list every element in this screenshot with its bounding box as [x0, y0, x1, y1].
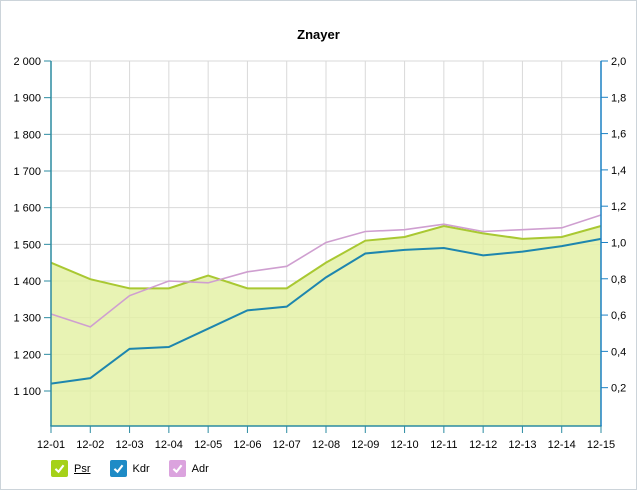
check-icon — [172, 464, 183, 474]
chart-title: Znayer — [297, 27, 340, 42]
legend-item-kdr[interactable]: Kdr — [109, 460, 150, 477]
psr-legend-label[interactable]: Psr — [74, 462, 91, 475]
right-axis-label: 1,2 — [611, 201, 626, 213]
x-axis-label: 12-06 — [233, 439, 261, 451]
check-icon — [54, 464, 65, 474]
legend: Psr Kdr Adr — [51, 460, 209, 477]
x-axis-label: 12-07 — [273, 439, 301, 451]
psr-area-line — [50, 224, 602, 290]
kdr-series-line — [50, 237, 602, 385]
x-axis-label: 12-04 — [155, 439, 183, 451]
x-axis-label: 12-09 — [351, 439, 379, 451]
x-axis-label: 12-10 — [391, 439, 419, 451]
x-axis-label: 12-14 — [548, 439, 576, 451]
left-axis-label: 1 700 — [13, 166, 41, 178]
left-axis-label: 2 000 — [13, 56, 41, 68]
right-axis-label: 1,4 — [611, 165, 626, 177]
x-axis-label: 12-12 — [469, 439, 497, 451]
psr-checkbox[interactable] — [51, 460, 68, 477]
x-axis-label: 12-08 — [312, 439, 340, 451]
right-axis-label: 0,4 — [611, 346, 626, 358]
right-axis-label: 1,0 — [611, 237, 626, 249]
left-axis-label: 1 900 — [13, 93, 41, 105]
kdr-legend-label[interactable]: Kdr — [132, 462, 150, 475]
psr-area-fill — [51, 226, 601, 426]
left-axis-label: 1 300 — [13, 313, 41, 325]
x-axis-label: 12-15 — [587, 439, 615, 451]
adr-legend-label[interactable]: Adr — [191, 462, 209, 475]
legend-item-psr[interactable]: Psr — [51, 460, 91, 477]
left-axis-label: 1 500 — [13, 239, 41, 251]
right-axis-label: 0,6 — [611, 310, 626, 322]
kdr-checkbox[interactable] — [109, 460, 127, 477]
right-axis-label: 1,8 — [611, 92, 626, 104]
right-axis-label: 2,0 — [611, 56, 626, 68]
right-axis-label: 0,2 — [611, 383, 626, 395]
adr-checkbox[interactable] — [168, 460, 186, 477]
legend-item-adr[interactable]: Adr — [168, 460, 209, 477]
x-axis-label: 12-11 — [430, 439, 457, 451]
x-axis-label: 12-03 — [116, 439, 144, 451]
right-axis-label: 0,8 — [611, 274, 626, 286]
left-axis-label: 1 100 — [13, 386, 41, 398]
x-axis-label: 12-02 — [76, 439, 104, 451]
left-axis-label: 1 200 — [13, 349, 41, 361]
x-axis-label: 12-05 — [194, 439, 222, 451]
x-axis-label: 12-13 — [508, 439, 536, 451]
right-axis-label: 1,6 — [611, 129, 626, 141]
left-axis-label: 1 400 — [13, 276, 41, 288]
adr-series-line — [50, 214, 602, 328]
left-axis-label: 1 800 — [13, 129, 41, 141]
left-axis-label: 1 600 — [13, 203, 41, 215]
check-icon — [113, 464, 123, 474]
x-axis-label: 12-01 — [37, 439, 65, 451]
